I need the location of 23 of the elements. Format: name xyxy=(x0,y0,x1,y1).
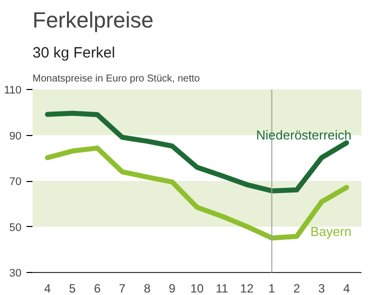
chart-title: Ferkelpreise xyxy=(32,8,154,32)
y-tick-label: 110 xyxy=(4,84,22,96)
y-tick-label: 70 xyxy=(9,176,22,188)
y-tick-label: 90 xyxy=(9,130,22,142)
x-tick-label: 7 xyxy=(118,282,126,295)
x-tick-label: 9 xyxy=(168,282,176,295)
text: Monatspreise in Euro pro Stück, netto xyxy=(32,74,200,84)
y-tick-label: 30 xyxy=(9,268,22,280)
x-tick-label: 10 xyxy=(190,282,204,295)
x-tick-label: 12 xyxy=(240,282,254,295)
x-tick-label: 6 xyxy=(94,282,101,295)
y-tick-label: 50 xyxy=(9,222,22,234)
x-tick-label: 11 xyxy=(216,282,228,295)
x-tick-label: 4 xyxy=(343,282,350,295)
x-tick-label: 8 xyxy=(144,282,151,295)
x-tick-label: 5 xyxy=(69,282,76,295)
x-tick-label: 3 xyxy=(318,282,326,295)
x-tick-label: 4 xyxy=(44,282,52,295)
series-label: Niederösterreich xyxy=(256,127,352,142)
x-tick-label: 1 xyxy=(268,282,276,295)
chart-subtitle: 30 kg Ferkel xyxy=(32,44,116,62)
x-tick-label: 2 xyxy=(293,282,300,295)
series-label: Bayern xyxy=(310,224,352,240)
